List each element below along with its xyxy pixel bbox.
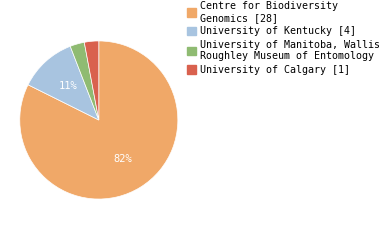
Text: 11%: 11% (59, 81, 77, 91)
Wedge shape (70, 42, 99, 120)
Text: 82%: 82% (114, 154, 132, 164)
Legend: Centre for Biodiversity
Genomics [28], University of Kentucky [4], University of: Centre for Biodiversity Genomics [28], U… (185, 0, 380, 76)
Wedge shape (20, 41, 178, 199)
Wedge shape (84, 41, 99, 120)
Wedge shape (28, 46, 99, 120)
